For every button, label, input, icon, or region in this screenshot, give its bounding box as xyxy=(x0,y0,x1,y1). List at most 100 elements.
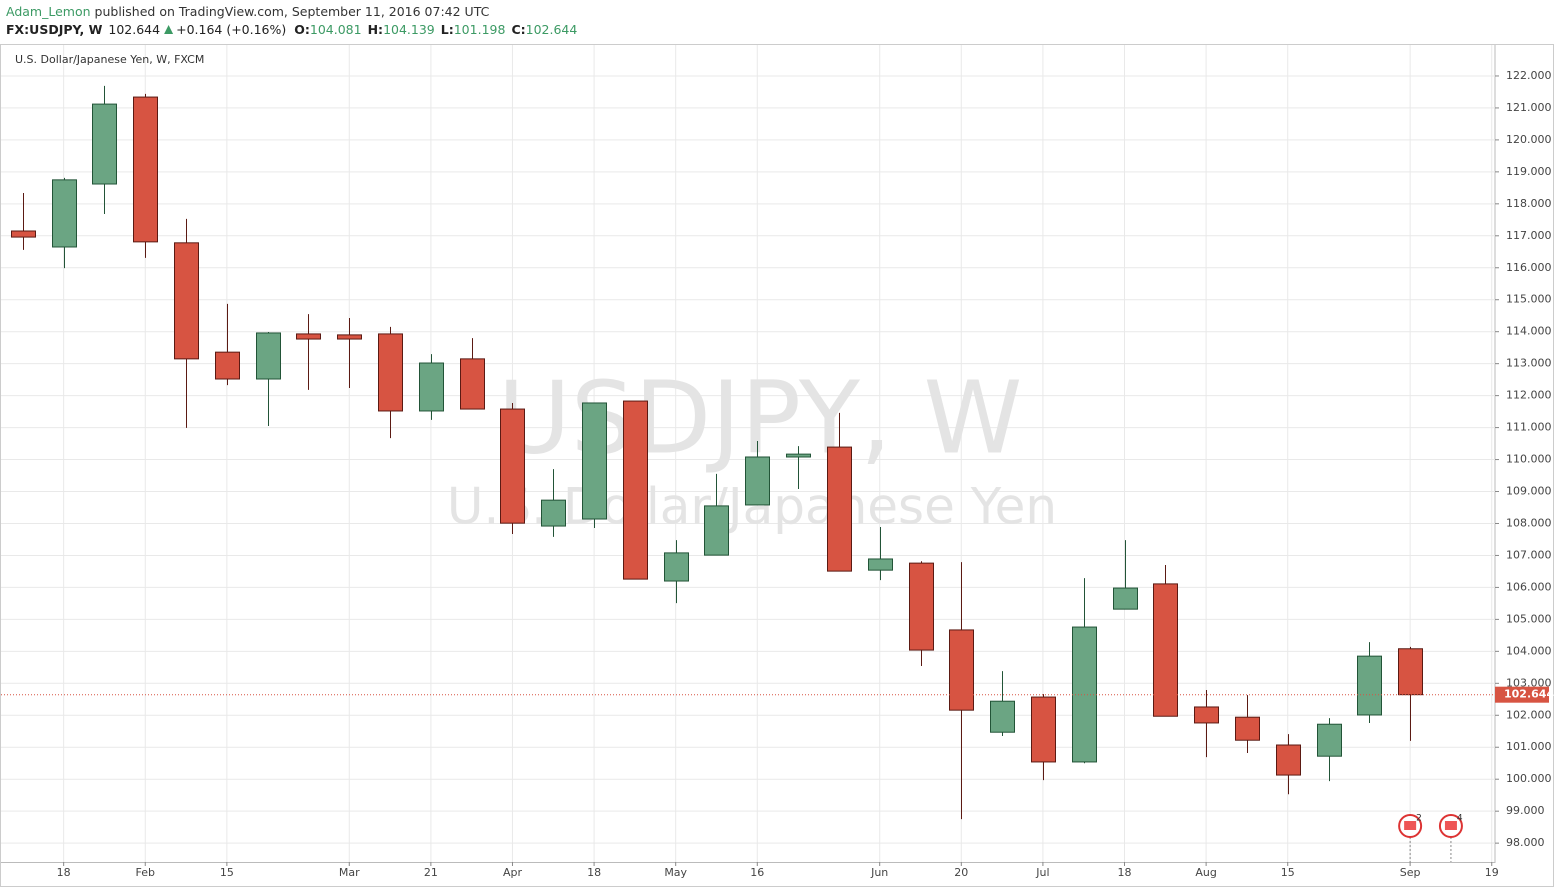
change: +0.164 (+0.16%) xyxy=(176,22,286,37)
field-value: 102.644 xyxy=(526,22,578,37)
x-tick-label: Aug xyxy=(1195,866,1216,879)
down-body xyxy=(133,96,158,243)
field-key: C: xyxy=(511,22,525,37)
up-triangle xyxy=(164,25,174,34)
event-count: 2 xyxy=(1416,814,1422,824)
x-tick-label: 21 xyxy=(424,866,438,879)
header-line-2: FX:USDJPY, W 102.644 +0.164 (+0.16%) O:104.… xyxy=(6,22,577,37)
down-body xyxy=(623,400,648,580)
header-line-1: Adam_Lemon published on TradingView.com, … xyxy=(6,4,490,19)
up-body xyxy=(1357,655,1382,716)
y-tick-label: 98.000 xyxy=(1506,836,1545,849)
chart-title: U.S. Dollar/Japanese Yen, W, FXCM xyxy=(15,53,204,66)
y-tick-label: 110.000 xyxy=(1506,453,1552,466)
field-key: H: xyxy=(368,22,383,37)
up-body xyxy=(541,499,566,527)
x-tick-label: 20 xyxy=(954,866,968,879)
up-body xyxy=(745,456,770,506)
down-body xyxy=(949,629,974,711)
event-flag xyxy=(1444,821,1457,830)
y-tick-label: 103.000 xyxy=(1506,676,1552,689)
last: 102.644 xyxy=(108,22,160,37)
field-value: 104.139 xyxy=(383,22,435,37)
down-body xyxy=(11,230,36,238)
up-arrow xyxy=(164,25,174,34)
last-price-label: 102.644 xyxy=(1504,688,1554,701)
x-tick-label: Jul xyxy=(1035,866,1049,879)
y-tick-label: 104.000 xyxy=(1506,644,1552,657)
up-body xyxy=(868,558,893,571)
y-tick-label: 109.000 xyxy=(1506,485,1552,498)
x-tick-label: Apr xyxy=(503,866,523,879)
up-body xyxy=(1113,587,1138,610)
up-body xyxy=(664,552,689,582)
y-tick-label: 114.000 xyxy=(1506,325,1552,338)
up-body xyxy=(786,453,811,458)
up-body xyxy=(582,402,607,520)
y-tick-label: 107.000 xyxy=(1506,548,1552,561)
up-body xyxy=(1317,723,1342,757)
y-tick-label: 101.000 xyxy=(1506,740,1552,753)
y-tick-label: 116.000 xyxy=(1506,261,1552,274)
down-body xyxy=(1194,706,1219,724)
up-body xyxy=(704,505,729,556)
down-body xyxy=(296,333,321,340)
y-tick-label: 113.000 xyxy=(1506,357,1552,370)
y-tick-label: 99.000 xyxy=(1506,804,1545,817)
y-tick-label: 108.000 xyxy=(1506,516,1552,529)
up-body xyxy=(256,332,281,380)
field-value: 101.198 xyxy=(454,22,506,37)
up-body xyxy=(92,103,117,185)
down-body xyxy=(1153,583,1178,717)
x-tick-label: Feb xyxy=(136,866,155,879)
field-key: L: xyxy=(441,22,454,37)
y-tick-label: 122.000 xyxy=(1506,69,1552,82)
y-tick-label: 100.000 xyxy=(1506,772,1552,785)
field-value: 104.081 xyxy=(310,22,362,37)
down-body xyxy=(1398,648,1423,696)
y-tick-label: 118.000 xyxy=(1506,197,1552,210)
y-tick-label: 102.000 xyxy=(1506,708,1552,721)
y-tick-label: 112.000 xyxy=(1506,389,1552,402)
x-tick-label: 15 xyxy=(220,866,234,879)
y-tick-label: 120.000 xyxy=(1506,133,1552,146)
fields: O:104.081 H:104.139 L:101.198 C:102.644 xyxy=(294,22,577,37)
y-tick-label: 111.000 xyxy=(1506,421,1552,434)
down-body xyxy=(460,358,485,410)
event-count: 4 xyxy=(1457,814,1463,824)
down-body xyxy=(378,333,403,412)
y-tick-label: 121.000 xyxy=(1506,101,1552,114)
up-body xyxy=(52,179,77,248)
x-tick-label: Mar xyxy=(339,866,360,879)
down-body xyxy=(215,351,240,380)
published: published on TradingView.com, September … xyxy=(95,4,490,19)
x-tick-label: 15 xyxy=(1281,866,1295,879)
x-tick-label: 18 xyxy=(57,866,71,879)
down-body xyxy=(337,334,362,340)
author[interactable]: Adam_Lemon xyxy=(6,4,91,19)
y-tick-label: 117.000 xyxy=(1506,229,1552,242)
down-body xyxy=(1276,744,1301,776)
x-tick-label: Sep xyxy=(1400,866,1421,879)
down-body xyxy=(827,446,852,572)
down-body xyxy=(500,408,525,524)
y-tick-label: 105.000 xyxy=(1506,612,1552,625)
x-tick-label: May xyxy=(664,866,687,879)
down-body xyxy=(1235,716,1260,741)
y-tick-label: 115.000 xyxy=(1506,293,1552,306)
field-key: O: xyxy=(294,22,310,37)
x-tick-label: 19 xyxy=(1485,866,1499,879)
down-body xyxy=(1031,696,1056,763)
last-price-box xyxy=(1495,686,1549,703)
plot: 98.000 99.000 100.000 101.000 102.000 103.000… xyxy=(0,44,1554,887)
up-body xyxy=(990,700,1015,733)
down-body xyxy=(909,562,934,651)
up-body xyxy=(419,362,444,412)
x-tick-label: 18 xyxy=(1118,866,1132,879)
y-tick-label: 106.000 xyxy=(1506,580,1552,593)
x-tick-label: 16 xyxy=(750,866,764,879)
y-tick-label: 119.000 xyxy=(1506,165,1552,178)
event-flag xyxy=(1404,821,1417,830)
